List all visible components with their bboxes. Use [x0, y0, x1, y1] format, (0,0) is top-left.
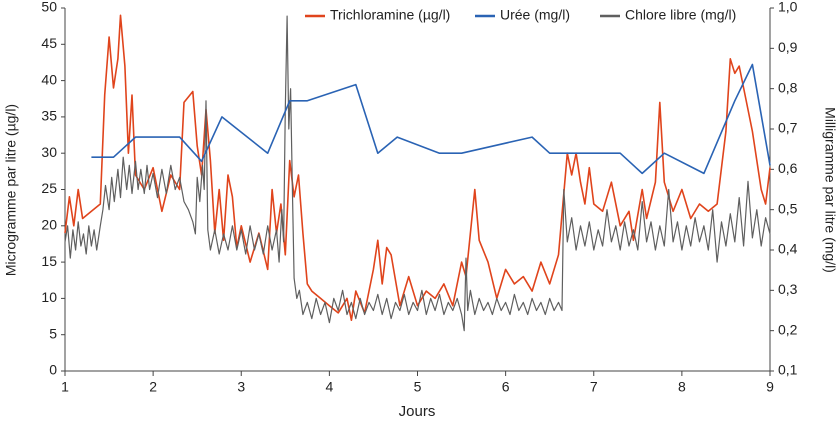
y-tick-label: 50 [41, 0, 57, 15]
series-line [64, 15, 771, 332]
y2-tick-label: 0,4 [778, 241, 798, 257]
x-tick-label: 8 [678, 379, 686, 395]
y2-tick-label: 0,7 [778, 120, 798, 136]
y-tick-label: 0 [49, 362, 57, 378]
x-tick-label: 3 [237, 379, 245, 395]
x-axis-label: Jours [399, 403, 436, 420]
y2-tick-label: 0,6 [778, 160, 798, 176]
x-tick-label: 1 [61, 379, 69, 395]
y2-tick-label: 0,8 [778, 79, 798, 95]
x-tick-label: 5 [414, 379, 422, 395]
y-tick-label: 35 [41, 108, 57, 124]
x-tick-label: 9 [766, 379, 774, 395]
y-tick-label: 20 [41, 217, 57, 233]
y-tick-label: 15 [41, 253, 57, 269]
y-tick-label: 40 [41, 71, 57, 87]
legend-label: Urée (mg/l) [500, 7, 570, 23]
y-tick-label: 30 [41, 144, 57, 160]
y2-tick-label: 0,2 [778, 321, 798, 337]
y-tick-label: 10 [41, 289, 57, 305]
y2-tick-label: 0,3 [778, 281, 798, 297]
legend-label: Chlore libre (mg/l) [625, 7, 736, 23]
x-tick-label: 4 [325, 379, 333, 395]
x-tick-label: 2 [149, 379, 157, 395]
y2-tick-label: 1,0 [778, 0, 798, 15]
y-tick-label: 5 [49, 325, 57, 341]
y2-tick-label: 0,9 [778, 39, 798, 55]
y-tick-label: 25 [41, 180, 57, 196]
x-tick-label: 7 [590, 379, 598, 395]
series-line [91, 63, 771, 175]
y-axis-label: Microgramme par litre (µg/l) [3, 104, 19, 276]
y2-tick-label: 0,5 [778, 200, 798, 216]
y-tick-label: 45 [41, 35, 57, 51]
x-tick-label: 6 [502, 379, 510, 395]
y2-tick-label: 0,1 [778, 362, 798, 378]
legend-label: Trichloramine (µg/l) [330, 7, 450, 23]
y2-axis-label: Milligramme par litre (mg/l) [822, 107, 838, 273]
